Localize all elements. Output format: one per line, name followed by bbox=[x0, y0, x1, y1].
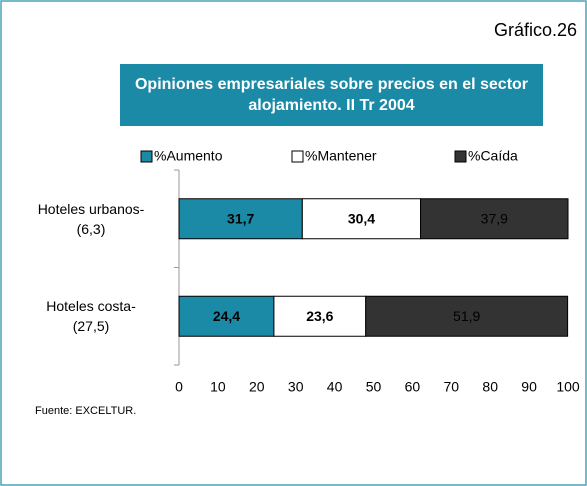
value-label: 31,7 bbox=[227, 210, 254, 226]
x-tick-label: 20 bbox=[249, 379, 265, 395]
x-tick-label: 10 bbox=[210, 379, 226, 395]
bar-segment bbox=[301, 198, 422, 240]
x-tick-label: 70 bbox=[444, 379, 460, 395]
legend-label: %Caída bbox=[468, 148, 518, 164]
x-tick-label: 100 bbox=[556, 379, 580, 395]
x-tick-label: 60 bbox=[405, 379, 421, 395]
chart-title: Opiniones empresariales sobre precios en… bbox=[120, 64, 543, 126]
value-label: 30,4 bbox=[348, 210, 375, 226]
bar-segment bbox=[365, 295, 569, 337]
value-label: 51,9 bbox=[453, 308, 480, 324]
value-label: 37,9 bbox=[481, 210, 508, 226]
y-tick-label: Hoteles costa- (27,5) bbox=[46, 298, 136, 335]
bar-segment bbox=[178, 295, 275, 337]
legend-label: %Mantener bbox=[305, 148, 377, 164]
x-tick-label: 30 bbox=[288, 379, 304, 395]
legend-swatch bbox=[291, 150, 304, 163]
legend-swatch bbox=[454, 150, 467, 163]
legend-swatch bbox=[140, 150, 153, 163]
value-label: 24,4 bbox=[213, 308, 240, 324]
x-tick-label: 0 bbox=[175, 379, 183, 395]
x-tick-label: 50 bbox=[366, 379, 382, 395]
source: Fuente: EXCELTUR. bbox=[35, 405, 137, 417]
x-tick-label: 80 bbox=[482, 379, 498, 395]
bar-segment bbox=[178, 198, 303, 240]
bar-segment bbox=[273, 295, 367, 337]
x-tick-label: 40 bbox=[327, 379, 343, 395]
figure-label: Gráfico.26 bbox=[493, 20, 577, 40]
y-tick-label: Hoteles urbanos- (6,3) bbox=[37, 200, 145, 237]
legend-label: %Aumento bbox=[154, 148, 223, 164]
bar-segment bbox=[420, 198, 569, 240]
x-tick-label: 90 bbox=[521, 379, 537, 395]
value-label: 23,6 bbox=[306, 308, 333, 324]
